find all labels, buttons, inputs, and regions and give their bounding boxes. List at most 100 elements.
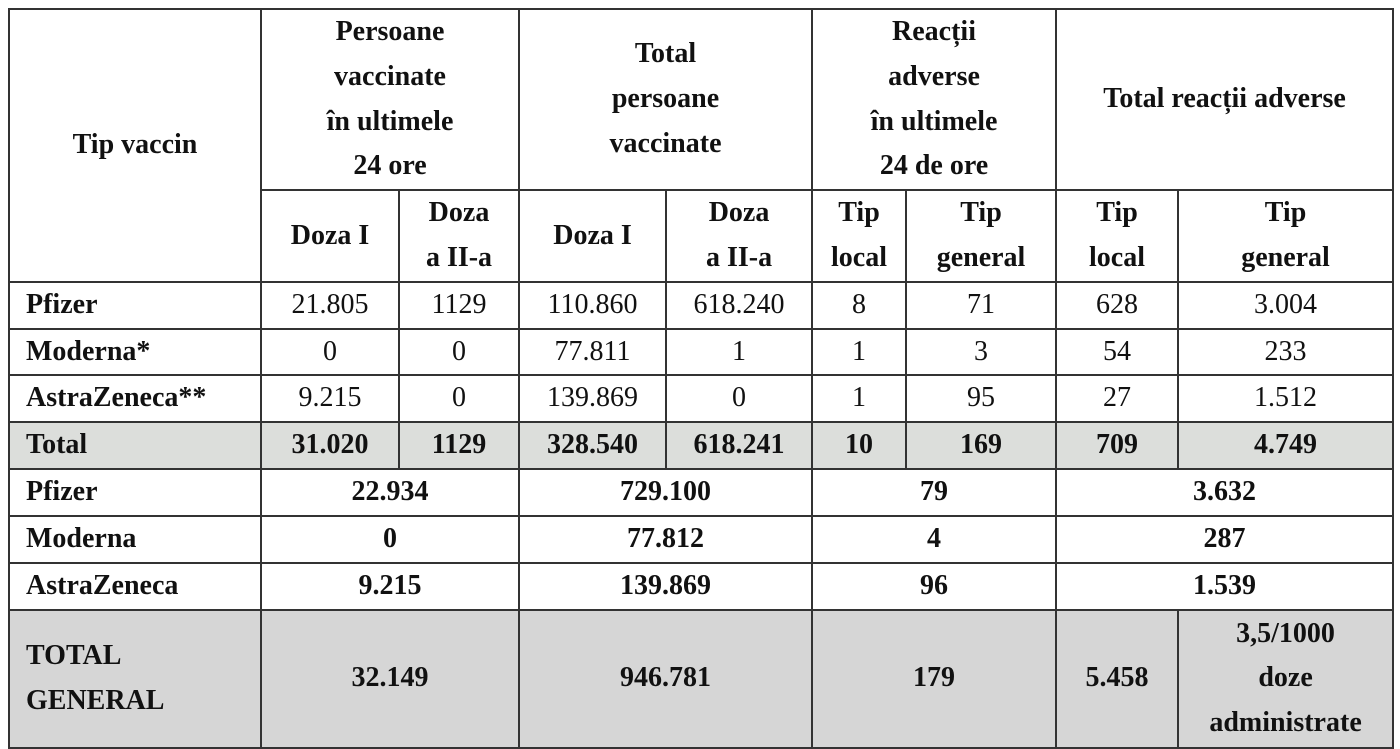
table-cell: 709: [1055, 421, 1180, 471]
table-cell: 9.215: [260, 374, 400, 424]
cell-text: general: [936, 241, 1026, 273]
cell-text: Tip: [960, 197, 1002, 229]
table-cell: 1: [665, 327, 814, 377]
table-cell: 21.805: [260, 280, 400, 330]
cell-text: Reacții: [892, 16, 976, 47]
cell-text: 24 ore: [353, 150, 427, 182]
table-cell: Pfizer: [8, 280, 262, 330]
cell-text: Total reacții adverse: [1103, 83, 1346, 115]
table-cell: 233: [1177, 327, 1395, 377]
cell-text: Doza I: [290, 219, 370, 251]
table-cell: 139.869: [518, 374, 668, 424]
table-cell: 79: [811, 468, 1058, 517]
table-cell: 0: [260, 327, 400, 377]
table-cell: 328.540: [518, 421, 668, 471]
header-cell: Total persoane vaccinate: [518, 7, 814, 192]
cell-text: Tip: [838, 197, 880, 229]
table-cell: 71: [905, 280, 1058, 330]
header-cell: Doza a II-a: [665, 189, 814, 283]
cell-text: Persoane: [335, 16, 445, 47]
header-cell: Tip local: [811, 189, 908, 283]
table-cell: 1129: [397, 280, 521, 330]
header-cell: Tip local: [1055, 189, 1180, 283]
table-cell: 27: [1055, 374, 1180, 424]
cell-text: adverse: [888, 60, 980, 92]
table-cell: Pfizer: [8, 468, 262, 517]
table-cell: 169: [905, 421, 1058, 471]
table-cell: 1.512: [1177, 374, 1395, 424]
table-cell: 5.458: [1055, 608, 1180, 749]
table-row: Pfizer 21.805 1129 110.860 618.240 8 71 628 3.00…: [8, 280, 1395, 330]
table-row: Moderna 0 77.812 4 287: [8, 514, 1395, 564]
table-cell: 10: [811, 421, 908, 471]
table-cell: 0: [259, 514, 521, 564]
header-cell: Doza a II-a: [397, 189, 521, 283]
table-cell: Moderna*: [8, 327, 262, 377]
table-cell: 3.004: [1177, 280, 1395, 330]
table-cell: AstraZeneca**: [8, 374, 262, 424]
table-cell: 3.632: [1055, 468, 1395, 517]
header-cell: Tip vaccin: [8, 8, 262, 283]
table-cell: 8: [811, 280, 908, 330]
table-cell: 4.749: [1177, 421, 1395, 471]
table-cell: 0: [665, 374, 814, 424]
table-cell: TOTAL GENERAL: [8, 608, 262, 749]
table-cell: 618.240: [665, 280, 814, 330]
table-row: Tip vaccin Persoane vaccinate în ultimele 24…: [8, 7, 1395, 283]
cell-text: Tip: [1264, 197, 1307, 229]
cell-text: în ultimele: [326, 105, 454, 137]
table-cell: 1: [811, 327, 908, 377]
table-cell: AstraZeneca: [8, 561, 262, 611]
cell-text: administrate: [1209, 707, 1362, 739]
cell-text: Doza I: [553, 219, 632, 251]
table-cell: 4: [811, 514, 1058, 564]
table-cell: 0: [397, 374, 521, 424]
table-cell: 1.539: [1055, 561, 1395, 611]
table-cell: 3: [905, 327, 1058, 377]
cell-text: Doza: [428, 197, 490, 229]
table-cell: 77.811: [518, 327, 668, 377]
table-cell: Total: [8, 421, 262, 471]
table-row: AstraZeneca 9.215 139.869 96 1.539: [8, 561, 1395, 611]
cell-text: doze: [1258, 662, 1313, 694]
header-cell: Total reacții adverse: [1055, 7, 1395, 192]
header-cell: Persoane vaccinate în ultimele 24 ore: [259, 7, 521, 192]
table-cell: 0: [397, 327, 521, 377]
cell-text: persoane: [611, 83, 720, 115]
cell-text: Doza: [708, 197, 770, 229]
cell-text: GENERAL: [26, 684, 165, 716]
cell-text: TOTAL: [26, 639, 122, 671]
table-cell: 22.934: [259, 468, 521, 517]
table-row: AstraZeneca** 9.215 0 139.869 0 1 95 27 1.512: [8, 374, 1395, 424]
table-cell: 95: [905, 374, 1058, 424]
table-cell: 32.149: [259, 608, 521, 749]
table-row: Pfizer 22.934 729.100 79 3.632: [8, 468, 1395, 517]
table-cell: Moderna: [8, 514, 262, 564]
table-cell: 946.781: [518, 608, 814, 749]
table-cell: 31.020: [260, 421, 400, 471]
cell-text: vaccinate: [334, 60, 446, 92]
header-cell: Tip general: [1177, 189, 1395, 283]
table-cell: 110.860: [518, 280, 668, 330]
vaccine-table: Tip vaccin Persoane vaccinate în ultimele 24…: [8, 7, 1395, 749]
cell-text: 24 de ore: [879, 150, 989, 182]
cell-text: a II-a: [705, 241, 773, 273]
table-row: Moderna* 0 0 77.811 1 1 3 54 233: [8, 327, 1395, 377]
cell-text: a II-a: [425, 241, 493, 273]
cell-text: Total: [634, 38, 697, 70]
cell-text: vaccinate: [609, 127, 722, 159]
table-cell: 77.812: [518, 514, 814, 564]
cell-text: în ultimele: [870, 105, 998, 137]
cell-text: local: [1089, 241, 1146, 273]
table-cell: 628: [1055, 280, 1180, 330]
table-cell: 96: [811, 561, 1058, 611]
table-cell: 179: [811, 608, 1058, 749]
table-row: TOTAL GENERAL 32.149 946.781 179 5.458 3,5/100…: [8, 608, 1395, 749]
table-cell: 9.215: [259, 561, 521, 611]
table-cell: 1: [811, 374, 908, 424]
table-cell: 3,5/1000 doze administrate: [1177, 608, 1395, 749]
table-cell: 287: [1055, 514, 1395, 564]
table-cell: 139.869: [518, 561, 814, 611]
header-cell: Reacții adverse în ultimele 24 de ore: [811, 7, 1058, 192]
